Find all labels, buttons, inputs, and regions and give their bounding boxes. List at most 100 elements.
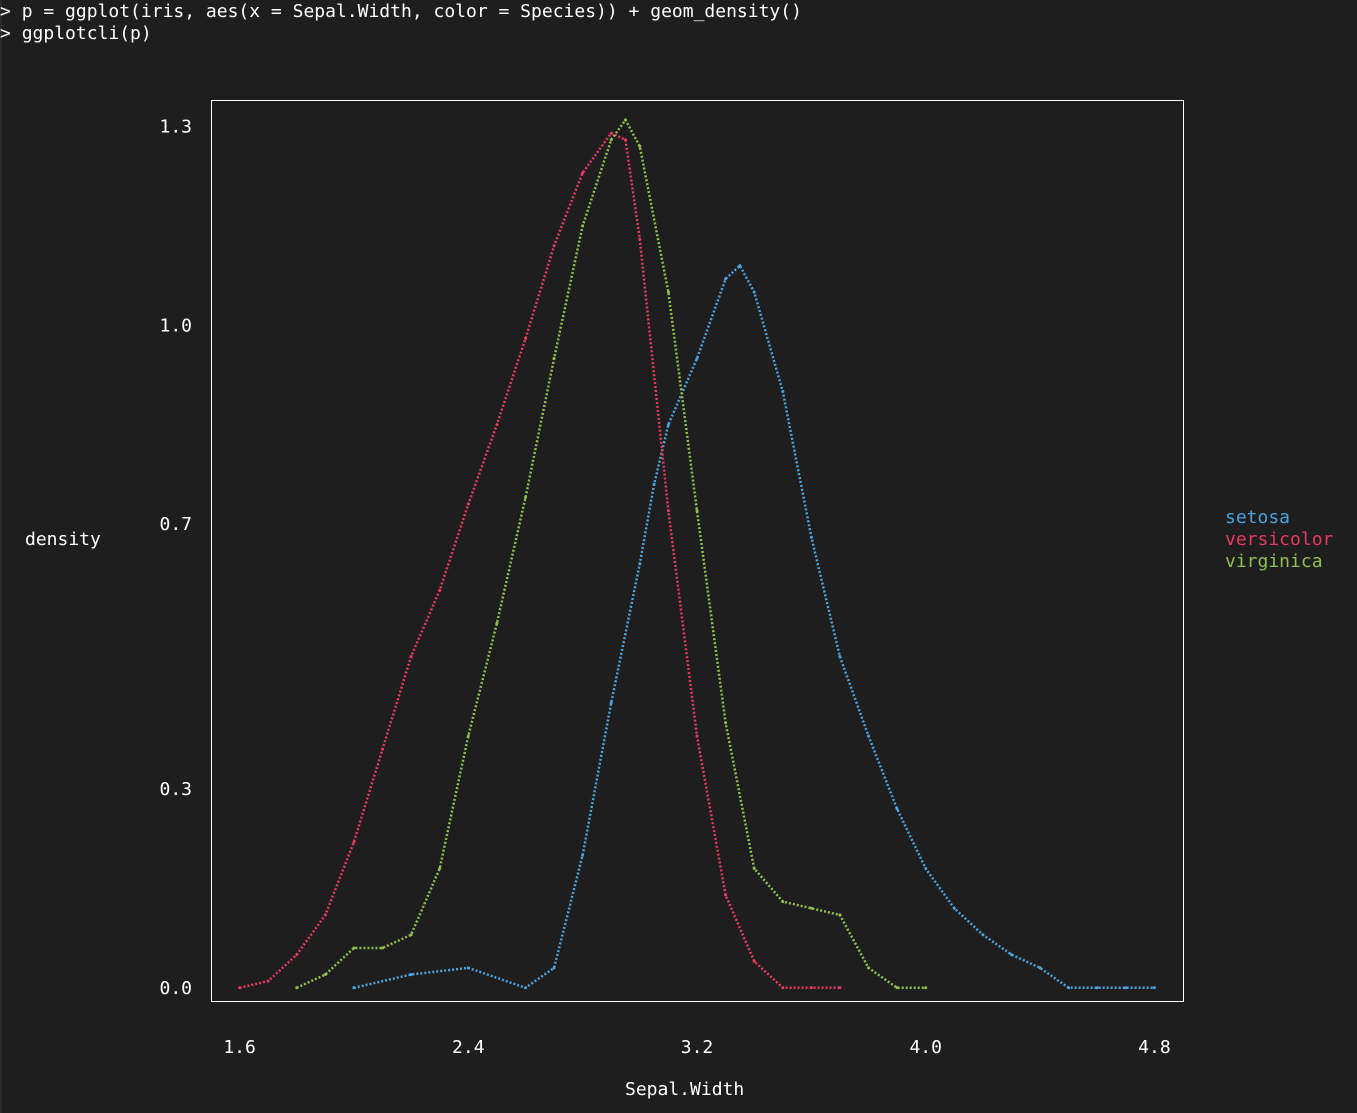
data-point-versicolor <box>323 913 327 917</box>
data-point-setosa <box>752 290 756 294</box>
data-point-setosa <box>838 655 842 658</box>
data-point-setosa <box>524 986 527 990</box>
data-point-setosa <box>809 535 813 539</box>
data-point-setosa <box>1038 966 1042 970</box>
data-point-versicolor <box>752 959 756 963</box>
data-point-virginica <box>609 138 613 142</box>
command-text-2: ggplotcli(p) <box>21 23 152 44</box>
data-point-setosa <box>652 482 656 486</box>
legend-item-setosa: setosa <box>1225 507 1291 528</box>
y-tick-label: 0.7 <box>159 514 192 535</box>
data-point-versicolor <box>638 237 642 241</box>
y-tick-label: 0.0 <box>159 978 192 999</box>
data-point-setosa <box>1010 953 1013 957</box>
data-point-virginica <box>638 144 642 148</box>
data-point-versicolor <box>624 138 627 142</box>
data-point-virginica <box>838 913 842 917</box>
data-point-setosa <box>638 562 642 566</box>
data-point-virginica <box>295 986 299 990</box>
data-point-setosa <box>609 701 613 705</box>
data-point-setosa <box>781 390 785 393</box>
series-setosa <box>352 264 1156 990</box>
data-point-setosa <box>895 807 899 811</box>
x-tick-label: 1.6 <box>223 1037 256 1058</box>
data-point-versicolor <box>552 244 556 248</box>
data-point-versicolor <box>438 588 442 592</box>
density-series-layer <box>238 118 1156 990</box>
legend-item-virginica: virginica <box>1225 551 1323 572</box>
series-line-virginica <box>296 118 926 990</box>
data-point-virginica <box>781 900 785 904</box>
y-axis-label: density <box>25 529 101 550</box>
data-point-virginica <box>524 496 527 499</box>
data-point-setosa <box>1095 986 1099 990</box>
terminal-command-line-2: > ggplotcli(p) <box>0 23 152 45</box>
prompt-symbol: > <box>0 1 11 22</box>
data-point-virginica <box>924 986 928 990</box>
data-point-versicolor <box>524 337 527 340</box>
data-point-virginica <box>752 867 756 870</box>
data-point-virginica <box>581 224 585 228</box>
data-point-setosa <box>1124 986 1128 990</box>
data-point-setosa <box>666 423 670 427</box>
x-tick-label: 4.0 <box>909 1037 942 1058</box>
data-point-virginica <box>381 946 384 950</box>
x-tick-label: 4.8 <box>1138 1037 1171 1058</box>
data-point-versicolor <box>781 986 785 990</box>
y-tick-label: 1.0 <box>159 315 192 336</box>
data-point-virginica <box>809 906 813 910</box>
data-point-versicolor <box>266 979 270 983</box>
data-point-setosa <box>924 867 928 870</box>
data-point-versicolor <box>495 423 499 427</box>
data-point-virginica <box>409 933 413 937</box>
series-versicolor <box>238 131 842 990</box>
data-point-versicolor <box>295 953 299 957</box>
data-point-versicolor <box>352 840 356 844</box>
data-point-virginica <box>495 621 499 625</box>
data-point-virginica <box>695 509 699 513</box>
data-point-versicolor <box>695 734 699 738</box>
data-point-versicolor <box>409 655 413 658</box>
prompt-symbol: > <box>0 23 11 44</box>
terminal-command-line-1: > p = ggplot(iris, aes(x = Sepal.Width, … <box>0 1 802 23</box>
data-point-versicolor <box>581 171 585 175</box>
data-point-setosa <box>867 734 870 738</box>
data-point-virginica <box>323 973 327 976</box>
data-point-virginica <box>352 946 356 950</box>
data-point-versicolor <box>238 986 242 990</box>
data-point-setosa <box>1152 986 1156 990</box>
data-point-setosa <box>952 906 956 910</box>
data-point-versicolor <box>809 986 813 990</box>
data-point-virginica <box>552 356 556 360</box>
x-tick-label: 2.4 <box>452 1037 485 1058</box>
y-axis-ticks: 0.0 0.3 0.7 1.0 1.3 <box>159 117 192 999</box>
data-point-setosa <box>552 966 556 970</box>
x-axis-ticks: 1.6 2.4 3.2 4.0 4.8 <box>223 1037 1170 1058</box>
x-tick-label: 3.2 <box>681 1037 714 1058</box>
terminal-left-border <box>0 0 2 1113</box>
series-line-versicolor <box>239 131 840 990</box>
x-axis-label: Sepal.Width <box>625 1079 745 1100</box>
data-point-virginica <box>724 721 728 725</box>
y-tick-label: 0.3 <box>159 779 192 800</box>
plot-panel-border <box>211 100 1184 1002</box>
series-virginica <box>295 118 928 990</box>
data-point-virginica <box>438 867 442 870</box>
data-point-setosa <box>724 277 728 281</box>
data-point-setosa <box>695 356 699 360</box>
data-point-virginica <box>895 986 899 990</box>
data-point-virginica <box>867 966 870 970</box>
data-point-versicolor <box>724 893 728 897</box>
command-text-1: p = ggplot(iris, aes(x = Sepal.Width, co… <box>21 1 802 22</box>
y-tick-label: 1.3 <box>159 117 192 138</box>
data-point-virginica <box>666 290 670 294</box>
data-point-setosa <box>981 933 985 937</box>
data-point-setosa <box>738 264 742 268</box>
data-point-virginica <box>624 118 627 122</box>
data-point-versicolor <box>666 509 670 513</box>
data-point-versicolor <box>838 986 842 990</box>
data-point-setosa <box>581 853 585 857</box>
data-point-versicolor <box>381 747 384 751</box>
data-point-setosa <box>352 986 356 990</box>
